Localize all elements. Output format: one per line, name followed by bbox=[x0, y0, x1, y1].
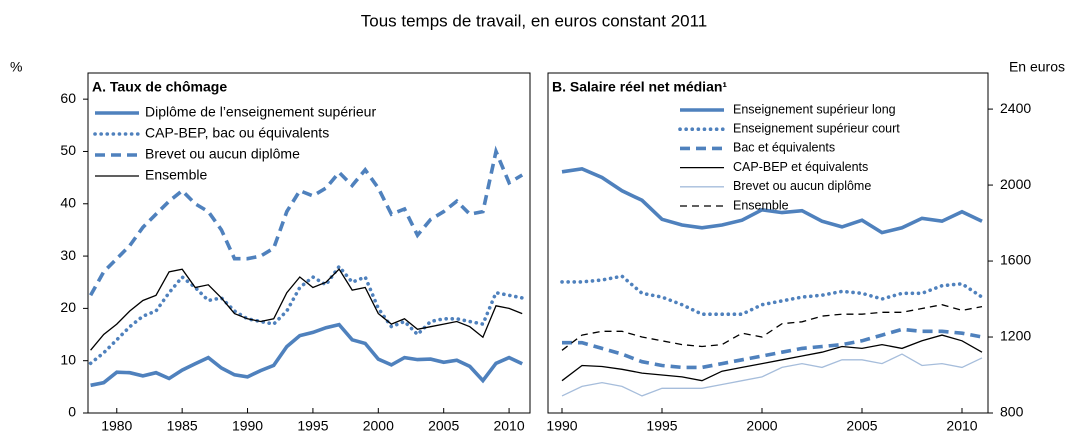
y-tick-label: 60 bbox=[60, 90, 76, 106]
y-tick-label: 50 bbox=[60, 142, 76, 158]
plot-frame bbox=[87, 72, 531, 414]
x-tick-label: 1980 bbox=[101, 418, 132, 434]
x-tick-label: 2005 bbox=[846, 418, 877, 434]
series-line bbox=[561, 353, 983, 397]
y-tick-label: 40 bbox=[60, 194, 76, 210]
x-tick-label: 2010 bbox=[946, 418, 977, 434]
legend-label: Ensemble bbox=[145, 167, 207, 183]
x-tick-label: 1985 bbox=[167, 418, 198, 434]
series-line bbox=[89, 145, 524, 297]
x-tick-label: 2000 bbox=[746, 418, 777, 434]
x-tick-label: 2010 bbox=[493, 418, 524, 434]
y-tick-label: 800 bbox=[1000, 404, 1024, 420]
series-line bbox=[88, 263, 524, 366]
legend-label: Brevet ou aucun diplôme bbox=[733, 179, 871, 193]
legend-label: Enseignement supérieur court bbox=[733, 121, 900, 135]
y-tick-label: 20 bbox=[60, 299, 76, 315]
legend-label: Enseignement supérieur long bbox=[733, 102, 896, 116]
x-tick-label: 2000 bbox=[363, 418, 394, 434]
y-axis-label: % bbox=[10, 59, 22, 75]
series-line bbox=[561, 304, 983, 351]
y-tick-label: 1200 bbox=[1000, 328, 1031, 344]
y-tick-label: 0 bbox=[68, 404, 76, 420]
y-tick-label: 2400 bbox=[1000, 100, 1031, 116]
y-tick-label: 2000 bbox=[1000, 176, 1031, 192]
series-line bbox=[90, 268, 523, 351]
x-tick-label: 2005 bbox=[428, 418, 459, 434]
series-line bbox=[90, 322, 523, 388]
x-tick-label: 1990 bbox=[232, 418, 263, 434]
chart-title: Tous temps de travail, en euros constant… bbox=[361, 11, 708, 30]
legend-label: Brevet ou aucun diplôme bbox=[145, 146, 300, 162]
y-axis-label: En euros bbox=[1009, 59, 1065, 75]
x-tick-label: 1995 bbox=[646, 418, 677, 434]
x-tick-label: 1990 bbox=[546, 418, 577, 434]
legend-label: Bac et équivalents bbox=[733, 141, 835, 155]
legend-label: Diplôme de l’enseignement supérieur bbox=[145, 104, 376, 120]
series-line bbox=[561, 334, 983, 382]
plot-frame bbox=[547, 72, 989, 414]
legend-label: CAP-BEP et équivalents bbox=[733, 160, 868, 174]
y-tick-label: 30 bbox=[60, 247, 76, 263]
panel-title: A. Taux de chômage bbox=[92, 79, 227, 95]
x-tick-label: 1995 bbox=[297, 418, 328, 434]
series-line bbox=[560, 274, 984, 316]
y-tick-label: 10 bbox=[60, 351, 76, 367]
series-line bbox=[561, 167, 983, 235]
legend-label: CAP-BEP, bac ou équivalents bbox=[145, 125, 329, 141]
y-tick-label: 1600 bbox=[1000, 252, 1031, 268]
panel-title: B. Salaire réel net médian¹ bbox=[552, 79, 727, 95]
legend-label: Ensemble bbox=[733, 198, 789, 212]
series-line bbox=[562, 327, 983, 370]
